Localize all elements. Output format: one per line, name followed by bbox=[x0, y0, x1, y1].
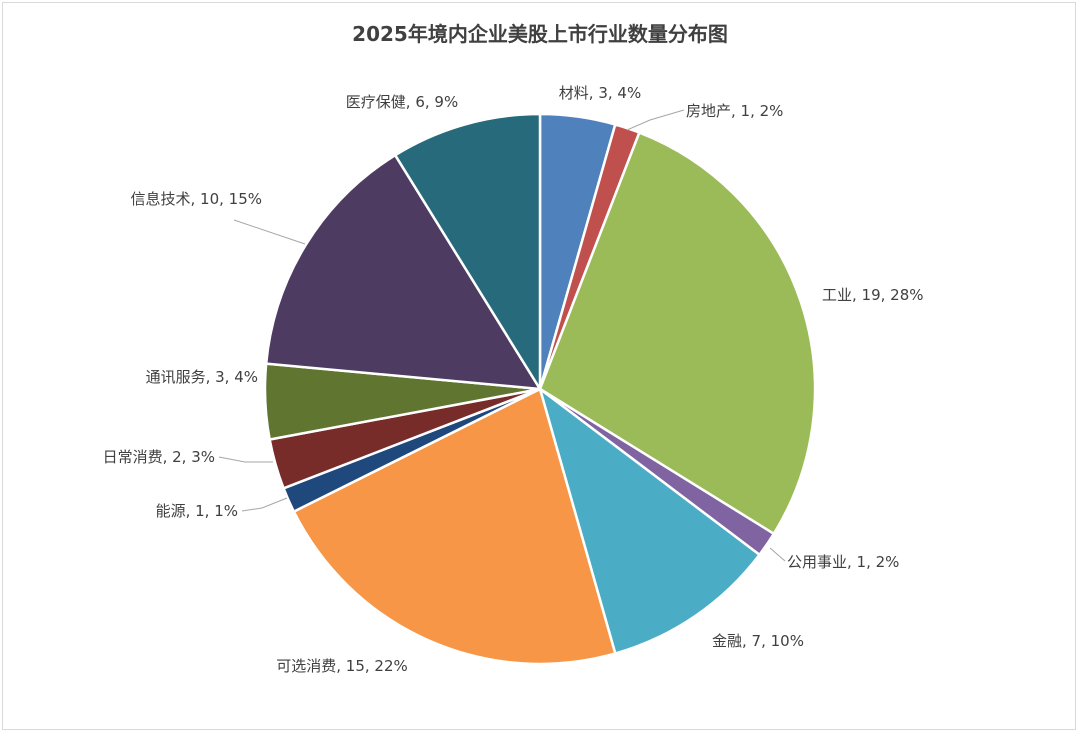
slice-label-11: 医疗保健, 6, 9% bbox=[346, 93, 458, 111]
slice-labels: 材料, 3, 4% 房地产, 1, 2% 工业, 19, 28% 公用事业, 1, 2… bbox=[103, 84, 924, 675]
leader-line-7 bbox=[241, 497, 288, 512]
slice-label-10: 信息技术, 10, 15% bbox=[131, 190, 263, 208]
leader-line-10 bbox=[233, 219, 306, 245]
pie-slices bbox=[263, 112, 817, 666]
leader-line-2 bbox=[626, 109, 685, 131]
slice-label-5: 金融, 7, 10% bbox=[712, 632, 804, 650]
slice-label-4: 公用事业, 1, 2% bbox=[787, 553, 899, 571]
slice-label-8: 日常消费, 2, 3% bbox=[103, 448, 215, 466]
leader-lines bbox=[218, 109, 786, 562]
pie-slice-5 bbox=[538, 387, 761, 655]
slice-label-1: 材料, 3, 4% bbox=[559, 84, 641, 102]
slice-label-9: 通讯服务, 3, 4% bbox=[146, 368, 258, 386]
pie-slice-11 bbox=[393, 112, 542, 391]
slice-label-7: 能源, 1, 1% bbox=[156, 502, 238, 520]
leader-line-8 bbox=[218, 456, 273, 463]
pie-slice-3 bbox=[538, 131, 817, 536]
slice-label-6: 可选消费, 15, 22% bbox=[276, 657, 408, 675]
pie-slice-10 bbox=[264, 153, 542, 391]
leader-line-4 bbox=[769, 547, 786, 562]
slice-label-2: 房地产, 1, 2% bbox=[686, 102, 783, 120]
chart-title: 2025年境内企业美股上市行业数量分布图 bbox=[352, 22, 728, 46]
pie-slice-6 bbox=[292, 387, 617, 666]
slice-label-3: 工业, 19, 28% bbox=[822, 286, 924, 304]
